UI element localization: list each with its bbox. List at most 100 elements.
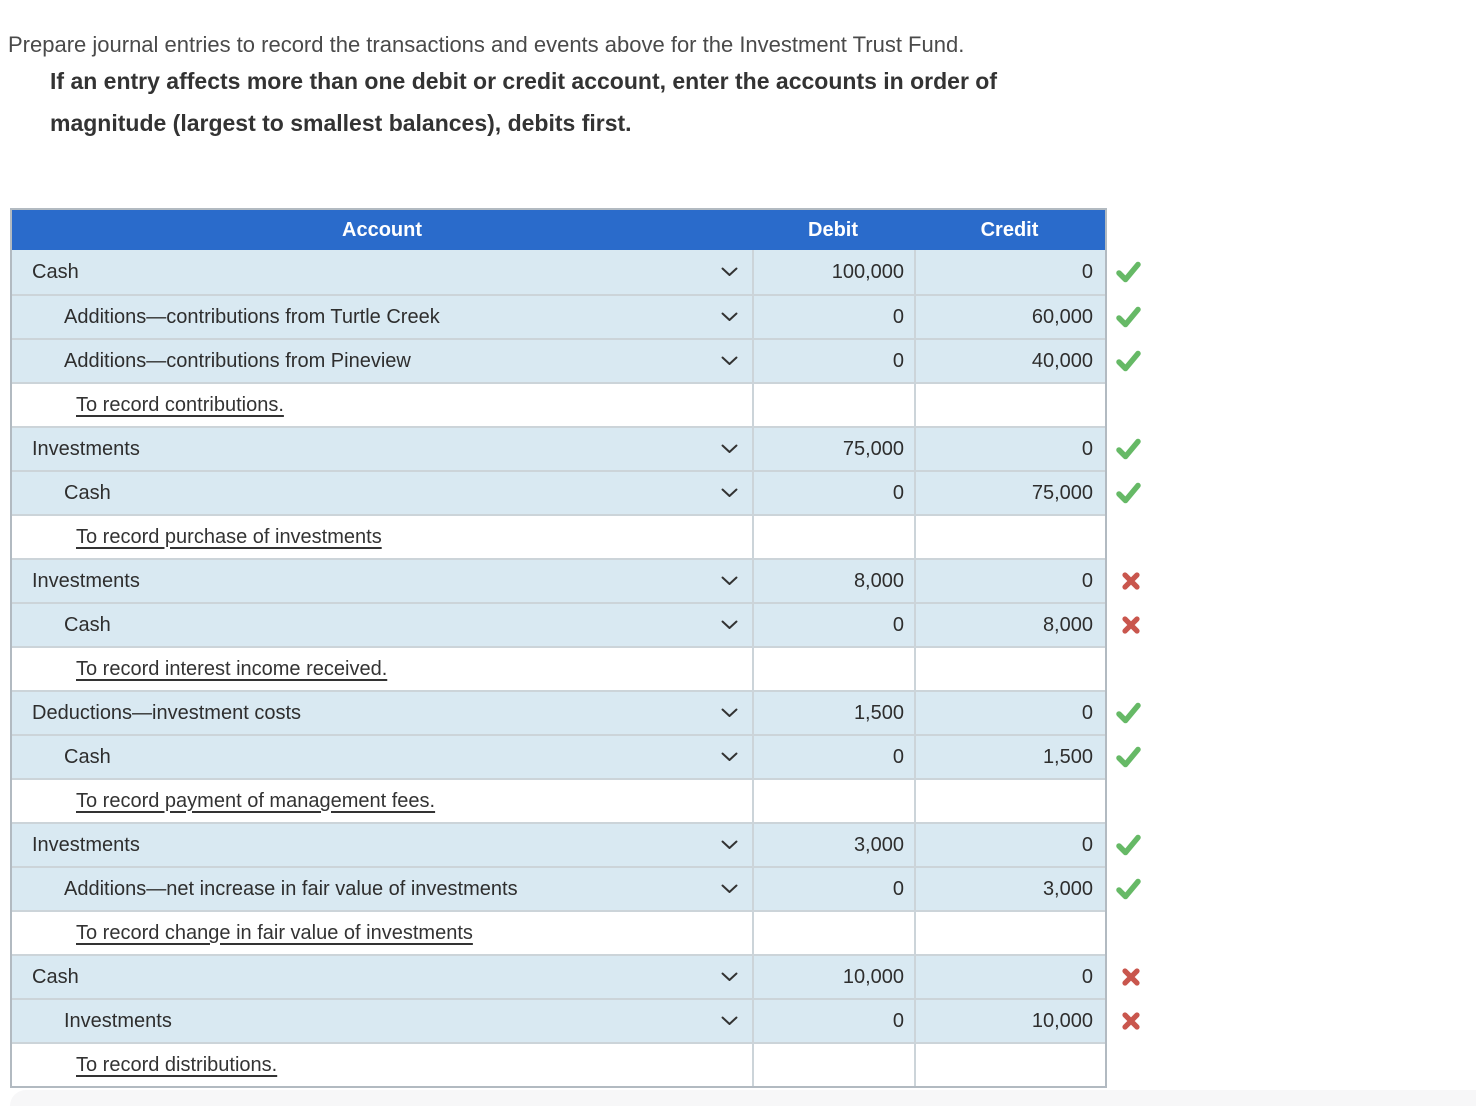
debit-cell-empty (752, 780, 914, 822)
debit-input[interactable]: 75,000 (752, 428, 914, 470)
correct-status-icon (1116, 438, 1141, 460)
memo-text: To record payment of management fees. (76, 789, 436, 812)
check-icon (1116, 702, 1141, 724)
chevron-down-icon (721, 752, 738, 761)
credit-input[interactable]: 1,500 (914, 736, 1105, 778)
cross-icon (1122, 572, 1140, 590)
journal-row: Investments 0 10,000 (12, 998, 1140, 1042)
account-label: Cash (64, 481, 111, 504)
account-select[interactable]: Cash (12, 250, 752, 294)
credit-column-header: Credit (980, 218, 1039, 241)
journal-entries-table: Account Debit Credit Cash 100,000 0 Additio… (10, 208, 1141, 1088)
chevron-down-icon (721, 488, 738, 497)
credit-input[interactable]: 75,000 (914, 472, 1105, 514)
debit-input[interactable]: 0 (752, 604, 914, 646)
chevron-down-icon (721, 576, 738, 585)
memo-row: To record payment of management fees. (12, 778, 1105, 822)
account-select[interactable]: Cash (12, 472, 752, 514)
debit-input[interactable]: 0 (752, 472, 914, 514)
next-panel-edge (10, 1090, 1476, 1106)
memo-cell: To record interest income received. (12, 648, 752, 690)
account-select[interactable]: Additions—contributions from Pineview (12, 340, 752, 382)
account-label: Deductions—investment costs (32, 701, 302, 724)
credit-input[interactable]: 10,000 (914, 1000, 1105, 1042)
debit-input[interactable]: 100,000 (752, 250, 914, 294)
journal-row: Cash 10,000 0 (12, 954, 1140, 998)
memo-text: To record change in fair value of invest… (76, 921, 473, 944)
account-label: Investments (32, 569, 140, 592)
credit-input[interactable]: 40,000 (914, 340, 1105, 382)
memo-cell: To record change in fair value of invest… (12, 912, 752, 954)
credit-input[interactable]: 0 (914, 956, 1105, 998)
credit-input[interactable]: 0 (914, 692, 1105, 734)
memo-text: To record contributions. (76, 393, 284, 416)
account-label: Cash (64, 613, 111, 636)
debit-input[interactable]: 0 (752, 340, 914, 382)
chevron-down-icon (721, 267, 738, 276)
account-select[interactable]: Investments (12, 824, 752, 866)
credit-cell-empty (914, 1044, 1105, 1086)
account-select[interactable]: Cash (12, 956, 752, 998)
debit-cell-empty (752, 516, 914, 558)
journal-row: Cash 100,000 0 (12, 250, 1141, 294)
correct-status-icon (1116, 350, 1141, 372)
account-label: Additions—contributions from Pineview (64, 349, 411, 372)
debit-cell-empty (752, 912, 914, 954)
memo-text: To record distributions. (76, 1053, 278, 1076)
memo-row: To record purchase of investments (12, 514, 1105, 558)
cross-icon (1122, 1012, 1140, 1030)
journal-row: Cash 0 8,000 (12, 602, 1140, 646)
debit-input[interactable]: 0 (752, 868, 914, 910)
check-icon (1116, 306, 1141, 328)
credit-input[interactable]: 0 (914, 250, 1105, 294)
journal-row: Investments 75,000 0 (12, 426, 1141, 470)
check-icon (1116, 261, 1141, 283)
credit-cell-empty (914, 384, 1105, 426)
credit-input[interactable]: 0 (914, 560, 1105, 602)
account-column-header: Account (342, 218, 422, 241)
debit-input[interactable]: 0 (752, 296, 914, 338)
account-select[interactable]: Investments (12, 1000, 752, 1042)
debit-cell-empty (752, 384, 914, 426)
credit-cell-empty (914, 912, 1105, 954)
credit-input[interactable]: 0 (914, 824, 1105, 866)
credit-input[interactable]: 3,000 (914, 868, 1105, 910)
debit-input[interactable]: 0 (752, 1000, 914, 1042)
debit-input[interactable]: 3,000 (752, 824, 914, 866)
chevron-down-icon (721, 840, 738, 849)
incorrect-status-icon (1121, 571, 1141, 591)
journal-row: Additions—contributions from Pineview 0 40… (12, 338, 1141, 382)
credit-input[interactable]: 8,000 (914, 604, 1105, 646)
debit-input[interactable]: 8,000 (752, 560, 914, 602)
memo-row: To record change in fair value of invest… (12, 910, 1105, 954)
chevron-down-icon (721, 312, 738, 321)
account-label: Cash (64, 745, 111, 768)
account-select[interactable]: Deductions—investment costs (12, 692, 752, 734)
account-select[interactable]: Investments (12, 428, 752, 470)
check-icon (1116, 746, 1141, 768)
correct-status-icon (1116, 306, 1141, 328)
debit-input[interactable]: 1,500 (752, 692, 914, 734)
credit-input[interactable]: 60,000 (914, 296, 1105, 338)
journal-row: Investments 3,000 0 (12, 822, 1141, 866)
account-select[interactable]: Cash (12, 604, 752, 646)
instructions-bold-line: If an entry affects more than one debit … (50, 68, 997, 94)
debit-input[interactable]: 10,000 (752, 956, 914, 998)
table-body: Cash 100,000 0 Additions—contributions from… (12, 250, 1141, 1086)
account-select[interactable]: Cash (12, 736, 752, 778)
credit-input[interactable]: 0 (914, 428, 1105, 470)
instructions-bold-line: magnitude (largest to smallest balances)… (50, 110, 632, 136)
journal-row: Deductions—investment costs 1,500 0 (12, 690, 1141, 734)
cross-icon (1122, 616, 1140, 634)
chevron-down-icon (721, 444, 738, 453)
journal-row: Additions—net increase in fair value of … (12, 866, 1141, 910)
credit-cell-empty (914, 780, 1105, 822)
incorrect-status-icon (1121, 615, 1141, 635)
correct-status-icon (1116, 746, 1141, 768)
account-select[interactable]: Additions—net increase in fair value of … (12, 868, 752, 910)
debit-input[interactable]: 0 (752, 736, 914, 778)
instructions-line: Prepare journal entries to record the tr… (8, 32, 965, 57)
check-icon (1116, 438, 1141, 460)
account-select[interactable]: Investments (12, 560, 752, 602)
account-select[interactable]: Additions—contributions from Turtle Cree… (12, 296, 752, 338)
